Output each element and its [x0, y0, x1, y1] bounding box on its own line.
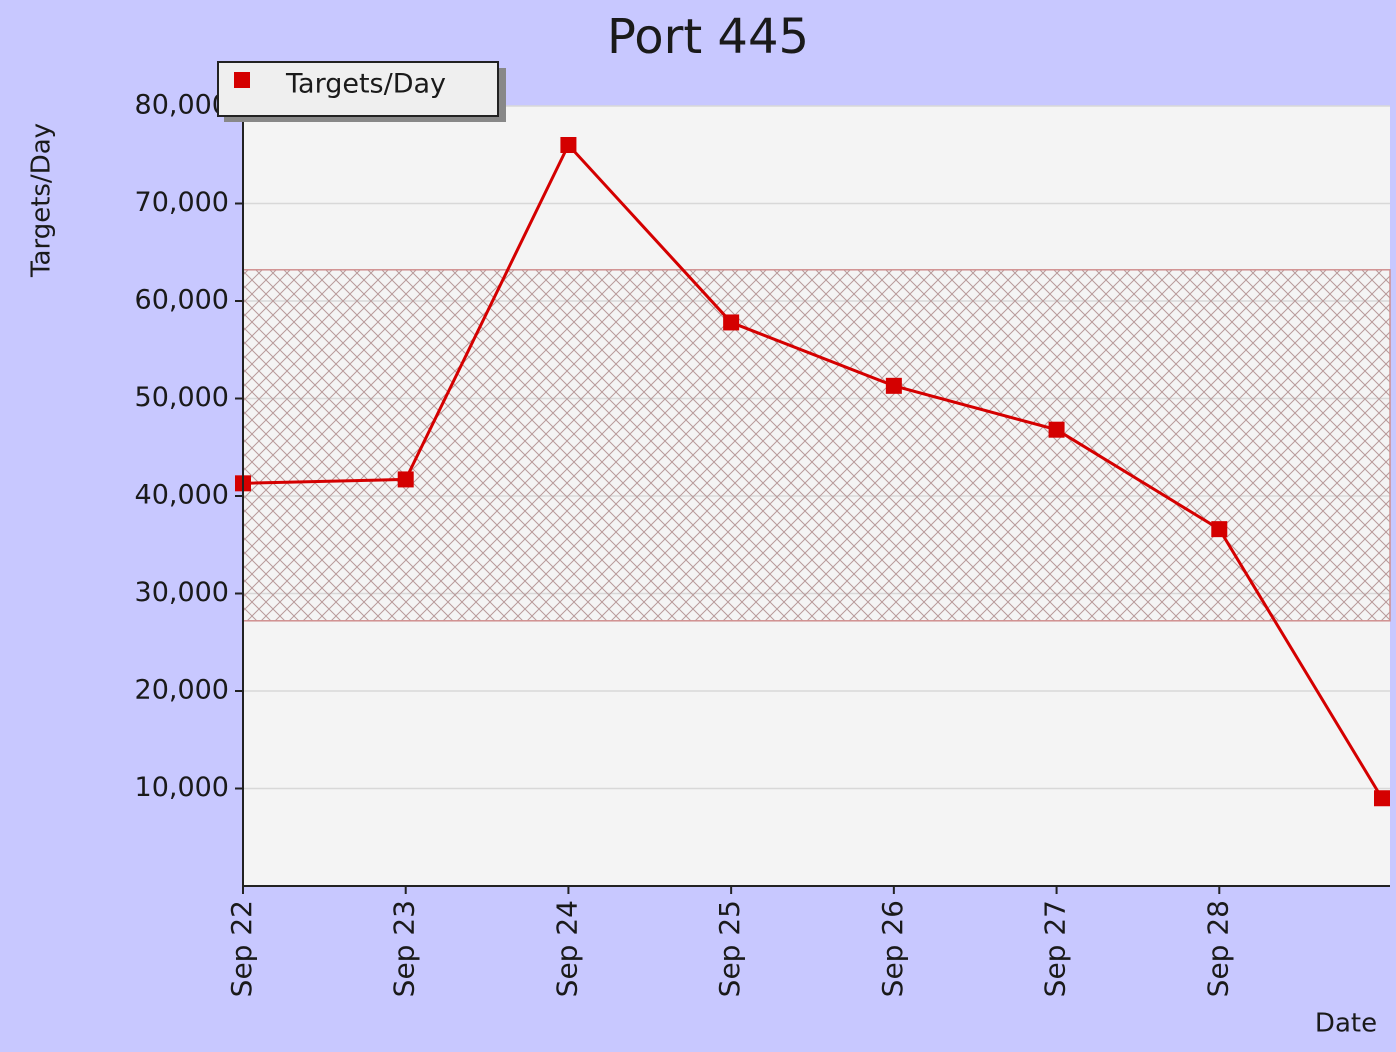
legend-box [217, 61, 499, 117]
x-tick-label: Sep 24 [550, 900, 583, 997]
chart-title: Port 445 [607, 9, 809, 65]
point-marker [885, 377, 902, 394]
point-marker [1048, 421, 1065, 438]
y-tick-label: 60,000 [135, 285, 229, 316]
point-marker [1211, 521, 1228, 538]
point-marker [1374, 790, 1390, 807]
x-tick-label: Sep 27 [1039, 900, 1072, 997]
point-marker [723, 314, 740, 331]
x-tick-label: Sep 22 [225, 900, 258, 997]
y-tick-label: 20,000 [135, 675, 229, 706]
x-tick-label: Sep 28 [1201, 900, 1234, 997]
y-tick-label: 70,000 [135, 187, 229, 218]
y-tick-label: 50,000 [135, 382, 229, 413]
y-axis-label: Targets/Day [27, 123, 57, 278]
x-tick-label: Sep 25 [713, 900, 746, 997]
band [242, 269, 1391, 622]
y-tick-label: 30,000 [135, 577, 229, 608]
y-tick-label: 10,000 [135, 772, 229, 803]
point-marker [560, 137, 577, 153]
legend: Targets/Day [217, 61, 506, 122]
y-tick-label: 40,000 [135, 480, 229, 511]
x-tick-label: Sep 26 [876, 900, 909, 997]
point-marker [397, 471, 414, 488]
x-tick-label: Sep 23 [388, 900, 421, 997]
x-axis-label: Date [1315, 1009, 1377, 1039]
legend-label: Targets/Day [285, 69, 446, 100]
series-line [242, 142, 1384, 800]
legend-swatch [234, 72, 250, 88]
y-tick-label: 80,000 [135, 90, 229, 121]
